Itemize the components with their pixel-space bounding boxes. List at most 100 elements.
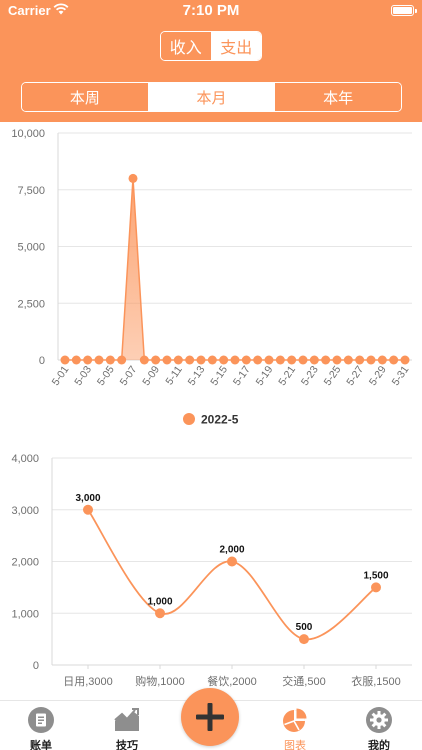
tab-mine[interactable]: 我的: [344, 701, 414, 750]
data-point-5-24: [321, 355, 331, 365]
trend-icon: [114, 708, 139, 731]
tab-income[interactable]: 收入: [161, 32, 212, 60]
data-point-3: [299, 634, 309, 645]
tab-year[interactable]: 本年: [274, 83, 401, 111]
legend-label: 2022-5: [201, 413, 239, 427]
tab-bar: 账单 技巧 图表: [0, 688, 422, 750]
data-point-5-05: [105, 355, 115, 365]
x-tick-label: 5-09: [140, 364, 162, 388]
battery-icon: [391, 5, 417, 16]
series-area: [65, 178, 405, 360]
data-point-5-18: [253, 355, 263, 365]
x-tick-label: 衣服,1500: [351, 674, 401, 688]
x-tick-label: 购物,1000: [135, 674, 185, 688]
data-point-5-29: [377, 355, 387, 365]
data-point-5-14: [207, 355, 217, 365]
data-point-5-25: [332, 355, 342, 365]
data-point-1: [155, 608, 165, 619]
pie-chart-icon: [283, 708, 307, 732]
header-bar: Carrier 7:10 PM 收入 支出 本周 本月 本年: [0, 0, 422, 122]
x-tick-label: 日用,3000: [63, 676, 113, 688]
x-tick-label: 5-01: [50, 364, 72, 388]
x-tick-label: 5-31: [390, 364, 412, 388]
tab-chart[interactable]: 图表: [260, 701, 330, 750]
carrier-label: Carrier: [8, 3, 51, 18]
data-point-5-16: [230, 355, 240, 365]
x-tick-label: 5-23: [299, 364, 321, 388]
series-line: [65, 178, 405, 361]
x-tick-label: 5-17: [231, 364, 253, 388]
data-point-5-26: [343, 355, 353, 365]
period-tabs: 本周 本月 本年: [21, 82, 402, 112]
data-point-5-17: [241, 355, 251, 365]
tab-bill[interactable]: 账单: [6, 701, 76, 750]
data-point-5-21: [287, 355, 297, 365]
add-record-button[interactable]: [181, 688, 239, 746]
wifi-icon: [53, 3, 69, 15]
data-point-5-07: [128, 173, 138, 183]
data-point-5-30: [389, 355, 399, 365]
category-line-chart: 0 1,000 2,000 3,000 4,000 3,000 日用,3000 1,000 购物…: [11, 453, 412, 688]
bill-icon: [28, 707, 54, 733]
tab-chart-label: 图表: [284, 740, 306, 750]
data-point-5-03: [83, 355, 93, 365]
data-point-5-06: [117, 355, 127, 365]
data-point-5-19: [264, 355, 274, 365]
data-point-5-22: [298, 355, 308, 365]
x-tick-label: 5-19: [254, 364, 276, 388]
data-point-5-08: [139, 355, 149, 365]
data-label: 2,000: [219, 545, 244, 556]
x-tick-label: 5-05: [95, 364, 117, 388]
y-tick-label: 10,000: [11, 128, 45, 140]
data-label: 1,000: [147, 596, 172, 607]
data-point-4: [371, 582, 381, 593]
tab-week[interactable]: 本周: [22, 83, 148, 111]
tab-tips[interactable]: 技巧: [92, 701, 162, 750]
data-point-5-12: [185, 355, 195, 365]
tab-mine-label: 我的: [368, 740, 390, 750]
y-tick-label: 4,000: [11, 453, 39, 465]
x-tick-label: 5-27: [344, 364, 366, 388]
y-tick-label: 2,000: [11, 557, 39, 569]
clock: 7:10 PM: [182, 2, 240, 19]
plus-icon: [196, 703, 224, 731]
data-label: 3,000: [75, 493, 100, 504]
data-label: 1,500: [363, 570, 388, 581]
x-tick-label: 5-13: [186, 364, 208, 388]
status-bar: Carrier 7:10 PM: [0, 0, 422, 24]
y-tick-label: 0: [39, 355, 45, 367]
data-point-5-28: [366, 355, 376, 365]
data-point-5-09: [151, 355, 161, 365]
x-tick-label: 5-03: [72, 364, 94, 388]
x-tick-label: 餐饮,2000: [207, 674, 257, 688]
data-point-5-02: [71, 355, 81, 365]
x-tick-label: 5-07: [118, 364, 140, 388]
data-point-5-04: [94, 355, 104, 365]
data-point-5-15: [219, 355, 229, 365]
data-point-5-20: [275, 355, 285, 365]
y-tick-label: 2,500: [17, 298, 45, 310]
data-point-0: [83, 504, 93, 515]
data-point-5-11: [173, 355, 183, 365]
y-tick-label: 0: [33, 660, 39, 672]
series-line: [87, 509, 377, 641]
tab-expense[interactable]: 支出: [211, 32, 261, 60]
tab-bill-label: 账单: [30, 740, 52, 750]
tab-tips-label: 技巧: [116, 740, 138, 750]
data-point-5-10: [162, 355, 172, 365]
data-point-5-31: [400, 355, 410, 365]
data-point-5-27: [355, 355, 365, 365]
x-tick-label: 5-11: [163, 364, 185, 388]
x-tick-label: 5-25: [322, 364, 344, 388]
legend-marker: [183, 413, 195, 425]
x-tick-label: 5-15: [208, 364, 230, 388]
x-tick-label: 5-29: [367, 364, 389, 388]
data-label: 500: [296, 622, 313, 633]
y-tick-label: 5,000: [17, 242, 45, 254]
income-expense-switch: 收入 支出: [160, 31, 262, 61]
tab-month[interactable]: 本月: [147, 83, 275, 111]
data-point-5-13: [196, 355, 206, 365]
y-tick-label: 3,000: [11, 505, 39, 517]
x-tick-label: 5-21: [276, 364, 298, 388]
